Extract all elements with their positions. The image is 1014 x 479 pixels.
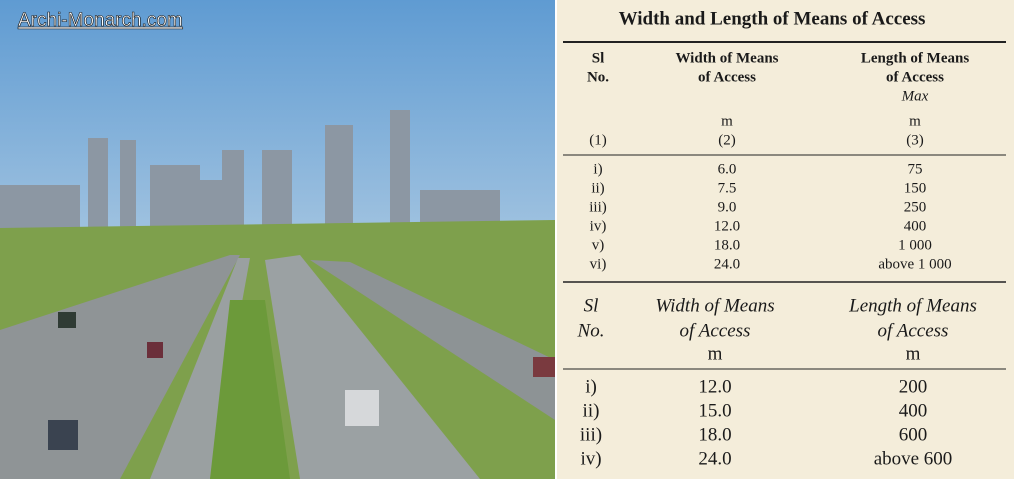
column-note: Max xyxy=(901,88,929,104)
column-unit: m xyxy=(708,343,723,364)
table-cell: 6.0 xyxy=(718,161,737,177)
column-header: of Access xyxy=(698,69,756,85)
column-header: Length of Means xyxy=(848,295,977,316)
table-cell: 150 xyxy=(904,180,927,196)
table-cell: 200 xyxy=(899,376,928,397)
column-header: Length of Means xyxy=(861,50,969,66)
table-cell: v) xyxy=(592,237,605,253)
table-cell: 9.0 xyxy=(718,199,737,215)
table-cell: 250 xyxy=(904,199,927,215)
column-header: Width of Means xyxy=(675,50,778,66)
photo xyxy=(0,0,555,479)
table-panel xyxy=(557,0,1014,479)
column-header: of Access xyxy=(680,320,751,341)
table-cell: 12.0 xyxy=(714,218,740,234)
column-number: (2) xyxy=(718,132,736,148)
column-unit: m xyxy=(906,343,921,364)
table-cell: iv) xyxy=(580,448,601,469)
column-header: of Access xyxy=(878,320,949,341)
table-cell: 1 000 xyxy=(898,237,932,253)
column-header: Width of Means xyxy=(655,295,774,316)
table-cell: 600 xyxy=(899,424,928,445)
table-cell: 15.0 xyxy=(698,400,731,421)
column-number: (3) xyxy=(906,132,924,148)
column-header: No. xyxy=(577,320,605,341)
table-cell: iii) xyxy=(580,424,602,445)
table-cell: 75 xyxy=(908,161,923,177)
column-header: of Access xyxy=(886,69,944,85)
table-cell: 7.5 xyxy=(718,180,737,196)
table-cell: 24.0 xyxy=(698,448,731,469)
table-cell: 18.0 xyxy=(714,237,740,253)
table-cell: above 600 xyxy=(874,448,953,469)
table-cell: iv) xyxy=(590,218,607,234)
table-cell: ii) xyxy=(591,180,604,196)
table-cell: vi) xyxy=(590,256,607,272)
column-header: No. xyxy=(587,69,609,85)
table-cell: iii) xyxy=(589,199,607,215)
column-header: Sl xyxy=(584,295,599,316)
table-cell: 12.0 xyxy=(698,376,731,397)
table-cell: above 1 000 xyxy=(878,256,951,272)
column-header: Sl xyxy=(592,50,605,66)
table-cell: 18.0 xyxy=(698,424,731,445)
column-number: (1) xyxy=(589,132,607,148)
table-cell: i) xyxy=(585,376,597,397)
table-cell: 400 xyxy=(899,400,928,421)
table-cell: ii) xyxy=(583,400,600,421)
table-cell: 400 xyxy=(904,218,927,234)
table-cell: i) xyxy=(593,161,602,177)
column-unit: m xyxy=(721,113,733,129)
column-unit: m xyxy=(909,113,921,129)
watermark: Archi-Monarch.com xyxy=(18,10,183,31)
table-title: Width and Length of Means of Access xyxy=(619,8,926,29)
table-cell: 24.0 xyxy=(714,256,740,272)
